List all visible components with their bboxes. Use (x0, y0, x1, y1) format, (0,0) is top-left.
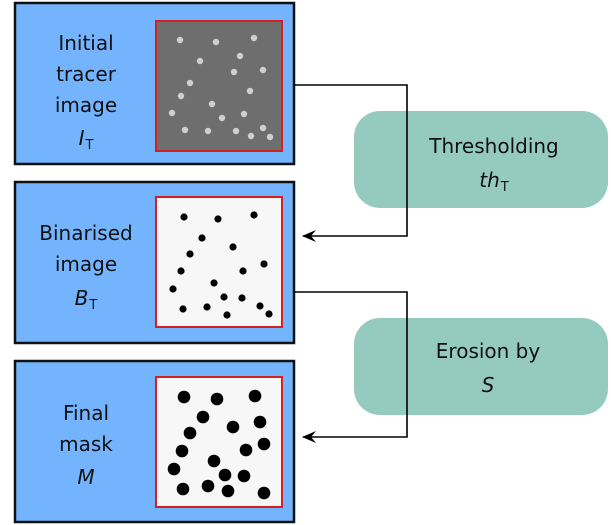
mask-dot (201, 479, 215, 493)
panel-label-line: mask (59, 432, 113, 456)
mask-dot (248, 389, 262, 403)
binary-dot (238, 294, 246, 302)
mask-dot (176, 482, 190, 496)
panel-label-line: Initial (58, 31, 113, 55)
tracer-dot (266, 133, 274, 141)
panel-label-line: image (55, 252, 117, 276)
binary-dot (186, 250, 194, 258)
binary-dot (229, 243, 237, 251)
step-erosion: Erosion by S (354, 318, 608, 415)
tracer-dot (240, 110, 248, 118)
mask-dot (257, 437, 271, 451)
binary-dot (203, 303, 211, 311)
tracer-dot (176, 36, 184, 44)
binarised-dots (169, 211, 273, 319)
arrow-threshold-to-binarised (294, 84, 408, 242)
panel-symbol: M (77, 465, 94, 489)
tracer-dot (186, 79, 194, 87)
step-label: Erosion by (436, 339, 541, 363)
tracer-dot (168, 109, 176, 117)
tracer-dot (259, 124, 267, 132)
binary-dot (223, 311, 231, 319)
binary-dot (179, 305, 187, 313)
symbol-main: th (479, 168, 500, 192)
step-symbol: S (482, 373, 495, 397)
mask-dot (237, 469, 251, 483)
tracer-dot (177, 92, 185, 100)
symbol-main: B (75, 286, 89, 310)
tracer-dot (246, 87, 254, 95)
step-thresholding: Thresholding thT (354, 111, 608, 208)
tracer-dot (259, 66, 267, 74)
panel-symbol: IT (79, 126, 94, 153)
panel-final-mask: Final mask M (13, 359, 296, 524)
panel-binarised-image: Binarised image BT (13, 180, 296, 345)
tracer-dot (208, 100, 216, 108)
mask-dot (175, 444, 189, 458)
mask-dot (183, 426, 197, 440)
symbol-subscript: T (84, 138, 93, 153)
tracer-dot (204, 127, 212, 135)
mask-dots (167, 389, 271, 500)
symbol-main: S (482, 373, 495, 397)
mask-dot (239, 443, 253, 457)
mask-dot (167, 462, 181, 476)
binary-dot (265, 310, 273, 318)
binary-dot (256, 302, 264, 310)
binary-dot (214, 215, 222, 223)
tracer-dot (230, 68, 238, 76)
symbol-main: I (79, 126, 85, 150)
mask-dot (226, 420, 240, 434)
arrow-erosion-to-mask (294, 291, 408, 443)
binary-dot (180, 213, 188, 221)
symbol-subscript: T (88, 298, 97, 313)
tracer-image (155, 20, 283, 152)
step-symbol: thT (479, 168, 509, 195)
symbol-subscript: T (500, 180, 509, 195)
tracer-dot (236, 52, 244, 60)
tracer-dot (218, 114, 226, 122)
binary-dot (260, 260, 268, 268)
binary-dot (220, 293, 228, 301)
panel-symbol: BT (75, 286, 98, 313)
mask-dot (221, 484, 235, 498)
tracer-dot (250, 34, 258, 42)
panel-initial-tracer-image: Initial tracer image IT (13, 1, 296, 166)
tracer-dots (168, 34, 274, 141)
binary-dot (198, 234, 206, 242)
panel-label-line: tracer (56, 62, 117, 86)
step-label: Thresholding (428, 134, 559, 158)
mask-dot (196, 410, 210, 424)
symbol-main: M (77, 465, 94, 489)
tracer-dot (212, 38, 220, 46)
tracer-dot (232, 127, 240, 135)
panel-label-line: Final (63, 401, 109, 425)
mask-dot (253, 415, 267, 429)
panel-label-line: Binarised (39, 221, 132, 245)
mask-dot (257, 486, 271, 500)
tracer-dot (196, 57, 204, 65)
mask-dot (210, 392, 224, 406)
mask-dot (207, 454, 221, 468)
tracer-dot (181, 126, 189, 134)
panel-label-line: image (55, 93, 117, 117)
step-box (354, 318, 608, 415)
binary-dot (177, 267, 185, 275)
binary-dot (210, 279, 218, 287)
step-box (354, 111, 608, 208)
binary-dot (239, 267, 247, 275)
mask-dot (177, 390, 191, 404)
tracer-dot (247, 132, 255, 140)
binary-dot (169, 285, 177, 293)
binary-dot (250, 211, 258, 219)
mask-dot (218, 468, 232, 482)
